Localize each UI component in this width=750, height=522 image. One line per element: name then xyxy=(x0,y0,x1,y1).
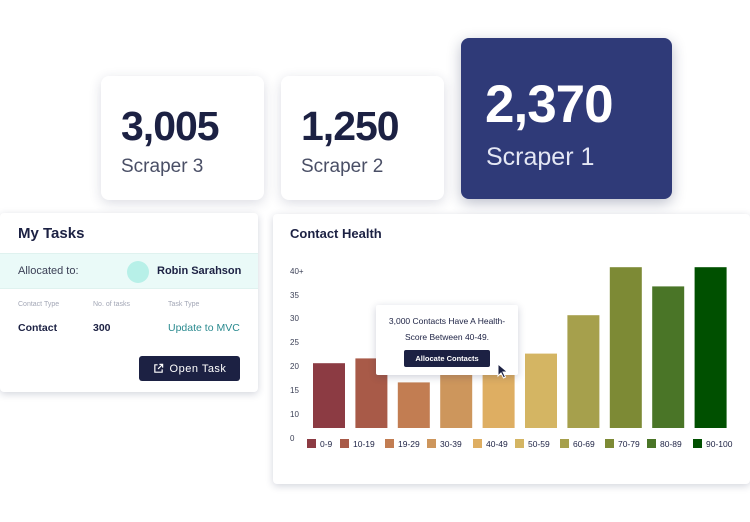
stat-value: 2,370 xyxy=(485,75,614,134)
bar-70-79[interactable] xyxy=(609,267,642,428)
legend-label: 60-69 xyxy=(573,439,595,449)
legend-label: 90-100 xyxy=(706,439,733,449)
legend-swatch xyxy=(385,439,394,448)
open-task-label: Open Task xyxy=(169,362,227,375)
stat-label: Scraper 3 xyxy=(121,156,204,177)
allocation-row: Allocated to: Robin Sarahson xyxy=(0,253,258,289)
open-task-button[interactable]: Open Task xyxy=(139,356,240,381)
legend-label: 50-59 xyxy=(528,439,550,449)
bar-60-69[interactable] xyxy=(567,315,600,428)
legend-label: 0-9 xyxy=(320,439,333,449)
y-tick-label: 40+ xyxy=(290,267,304,276)
legend-label: 30-39 xyxy=(440,439,462,449)
cell-contact-type: Contact xyxy=(18,322,58,334)
stat-card-scraper-2[interactable]: 1,250 Scraper 2 xyxy=(281,76,444,200)
chart-tooltip: 3,000 Contacts Have A Health-Score Betwe… xyxy=(376,305,518,375)
panel-title: My Tasks xyxy=(18,225,85,242)
task-type-link[interactable]: Update to MVC xyxy=(168,322,240,334)
bar-90-100[interactable] xyxy=(694,267,727,428)
bar-50-59[interactable] xyxy=(525,353,557,428)
legend-swatch xyxy=(605,439,614,448)
stat-value: 3,005 xyxy=(121,103,220,149)
y-tick-label: 30 xyxy=(290,314,299,323)
stat-label: Scraper 2 xyxy=(301,156,384,177)
panel-title: Contact Health xyxy=(290,226,382,241)
legend-swatch xyxy=(307,439,316,448)
stat-value: 1,250 xyxy=(301,103,400,149)
stat-label: Scraper 1 xyxy=(486,143,595,171)
y-tick-label: 35 xyxy=(290,291,299,300)
legend-swatch xyxy=(647,439,656,448)
my-tasks-panel: My Tasks Allocated to: Robin Sarahson Co… xyxy=(0,213,258,392)
bar-19-29[interactable] xyxy=(397,382,430,428)
external-link-icon xyxy=(153,363,163,373)
mouse-cursor-icon xyxy=(497,363,509,379)
legend-swatch xyxy=(340,439,349,448)
avatar xyxy=(127,261,149,283)
tooltip-text: 3,000 Contacts Have A Health-Score Betwe… xyxy=(388,316,506,342)
legend-label: 19-29 xyxy=(398,439,420,449)
stat-card-scraper-1[interactable]: 2,370 Scraper 1 xyxy=(461,38,672,199)
y-tick-label: 15 xyxy=(290,386,299,395)
legend-swatch xyxy=(473,439,482,448)
allocate-contacts-button[interactable]: Allocate Contacts xyxy=(404,350,490,367)
legend-label: 40-49 xyxy=(486,439,508,449)
y-tick-label: 25 xyxy=(290,338,299,347)
legend-swatch xyxy=(515,439,524,448)
column-header-task-count: No. of tasks xyxy=(93,301,130,308)
column-header-task-type: Task Type xyxy=(168,301,200,308)
legend-swatch xyxy=(693,439,702,448)
legend-swatch xyxy=(560,439,569,448)
assignee-name: Robin Sarahson xyxy=(157,265,242,277)
cell-task-count: 300 xyxy=(93,322,111,334)
legend-label: 70-79 xyxy=(618,439,640,449)
y-tick-label: 0 xyxy=(290,434,295,443)
stat-card-scraper-3[interactable]: 3,005 Scraper 3 xyxy=(101,76,264,200)
bar-80-89[interactable] xyxy=(652,286,685,428)
column-header-contact-type: Contact Type xyxy=(18,301,60,308)
legend-label: 80-89 xyxy=(660,439,682,449)
legend-label: 10-19 xyxy=(353,439,375,449)
y-tick-label: 10 xyxy=(290,410,299,419)
allocated-label: Allocated to: xyxy=(18,265,79,277)
legend-swatch xyxy=(427,439,436,448)
y-tick-label: 20 xyxy=(290,362,299,371)
bar-0-9[interactable] xyxy=(313,363,345,428)
